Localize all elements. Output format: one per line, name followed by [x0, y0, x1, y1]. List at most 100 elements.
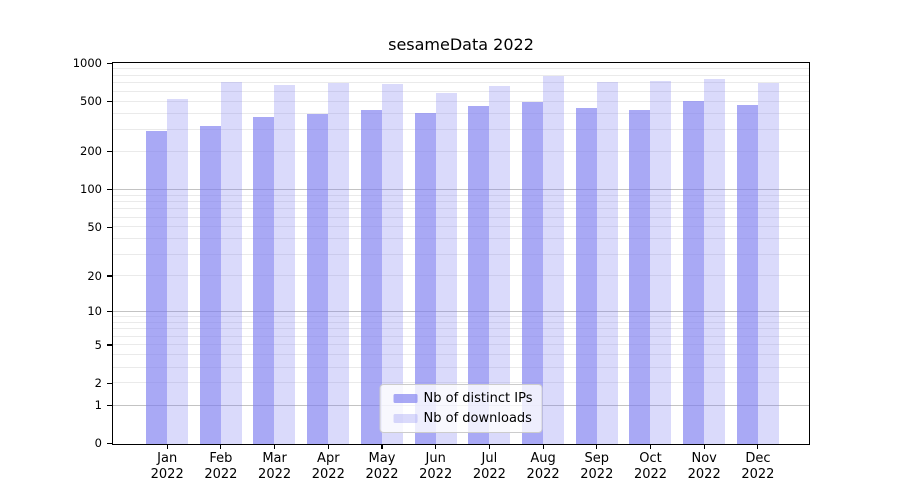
- x-tick-month: Feb: [209, 451, 233, 466]
- bar-downloads: [381, 83, 403, 444]
- minor-gridline: [113, 194, 809, 196]
- minor-gridline: [113, 128, 809, 130]
- minor-gridline: [113, 216, 809, 218]
- x-tick: [166, 444, 168, 449]
- chart-title: sesameData 2022: [388, 35, 534, 54]
- x-tick: [488, 444, 490, 449]
- bar-distinct-ips: [683, 100, 704, 444]
- minor-gridline: [113, 208, 809, 210]
- y-tick: [107, 151, 112, 153]
- x-tick-year: 2022: [150, 466, 184, 482]
- bar-downloads: [489, 85, 511, 444]
- x-tick: [274, 444, 276, 449]
- bar-downloads: [274, 84, 296, 444]
- minor-gridline: [113, 354, 809, 356]
- minor-gridline: [113, 382, 809, 384]
- x-tick: [757, 444, 759, 449]
- x-tick-label: Jun 2022: [404, 451, 468, 482]
- x-tick-year: 2022: [258, 466, 292, 482]
- y-tick-label: 0: [94, 436, 102, 451]
- x-tick-year: 2022: [633, 466, 668, 482]
- minor-gridline: [113, 226, 809, 228]
- x-tick: [703, 444, 705, 449]
- major-gridline: [113, 188, 809, 190]
- bar-downloads: [596, 81, 618, 444]
- y-tick-label: 500: [80, 93, 102, 108]
- x-tick-month: May: [368, 451, 396, 466]
- bar-distinct-ips: [307, 113, 329, 444]
- minor-gridline: [113, 112, 809, 114]
- x-tick-year: 2022: [419, 466, 453, 482]
- y-tick: [107, 443, 112, 445]
- minor-gridline: [113, 82, 809, 84]
- x-tick-month: Nov: [691, 451, 717, 466]
- x-tick-year: 2022: [526, 466, 560, 482]
- minor-gridline: [113, 253, 809, 255]
- x-tick-month: Aug: [530, 451, 556, 466]
- bar-downloads: [704, 78, 725, 444]
- y-tick: [107, 311, 112, 313]
- bar-downloads: [220, 81, 242, 444]
- minor-gridline: [113, 328, 809, 330]
- x-tick-label: Nov 2022: [672, 451, 736, 482]
- x-tick-label: May 2022: [350, 451, 414, 482]
- x-tick-year: 2022: [204, 466, 238, 482]
- y-tick: [107, 226, 112, 228]
- y-tick-label: 5: [94, 337, 102, 352]
- x-tick-year: 2022: [365, 466, 399, 482]
- bar-distinct-ips: [468, 105, 490, 444]
- x-tick-month: Dec: [745, 451, 771, 466]
- y-tick-label: 10: [87, 304, 102, 319]
- x-tick: [649, 444, 652, 449]
- legend-swatch-downloads: [393, 414, 418, 423]
- bar-distinct-ips: [199, 125, 221, 444]
- x-tick-month: Apr: [317, 451, 340, 466]
- minor-gridline: [113, 344, 809, 346]
- x-tick-label: Mar 2022: [243, 451, 307, 482]
- bar-distinct-ips: [146, 130, 167, 444]
- bar-distinct-ips: [253, 116, 275, 444]
- minor-gridline: [113, 200, 809, 202]
- gridlines-layer: [113, 63, 809, 444]
- x-tick-label: Dec 2022: [726, 451, 790, 482]
- minor-gridline: [113, 90, 809, 92]
- x-tick: [381, 444, 383, 449]
- y-tick: [107, 275, 112, 277]
- x-tick-label: Jul 2022: [457, 451, 521, 482]
- x-tick-label: Aug 2022: [511, 451, 575, 482]
- y-tick: [107, 382, 112, 384]
- x-tick-year: 2022: [687, 466, 721, 482]
- y-tick-label: 20: [87, 268, 102, 283]
- x-tick-label: Sep 2022: [565, 451, 629, 482]
- legend-label: Nb of downloads: [423, 411, 532, 426]
- bar-downloads: [757, 82, 779, 444]
- y-tick-label: 2: [94, 375, 102, 390]
- bar-distinct-ips: [575, 107, 597, 444]
- legend-label: Nb of distinct IPs: [423, 391, 533, 406]
- bar-distinct-ips: [736, 104, 758, 444]
- bar-distinct-ips: [629, 109, 651, 444]
- x-tick-label: Jan 2022: [135, 451, 199, 482]
- bar-downloads: [328, 82, 350, 444]
- x-tick-month: Sep: [584, 451, 610, 466]
- y-tick-label: 1000: [72, 55, 102, 70]
- y-tick: [107, 188, 112, 191]
- legend: Nb of distinct IPs Nb of downloads: [379, 384, 543, 433]
- x-tick-month: Jan: [157, 451, 178, 466]
- y-tick-label: 100: [80, 182, 102, 197]
- x-tick: [220, 444, 222, 449]
- bar-distinct-ips: [414, 112, 436, 444]
- minor-gridline: [113, 366, 809, 368]
- x-tick-year: 2022: [741, 466, 775, 482]
- bar-downloads: [542, 75, 564, 444]
- y-tick: [107, 344, 112, 346]
- minor-gridline: [113, 316, 809, 318]
- x-tick-label: Apr 2022: [296, 451, 360, 482]
- x-tick: [596, 444, 598, 449]
- legend-entry: Nb of downloads: [393, 410, 533, 427]
- x-tick-label: Feb 2022: [189, 451, 253, 482]
- minor-gridline: [113, 321, 809, 323]
- x-tick: [327, 444, 329, 449]
- minor-gridline: [113, 100, 809, 102]
